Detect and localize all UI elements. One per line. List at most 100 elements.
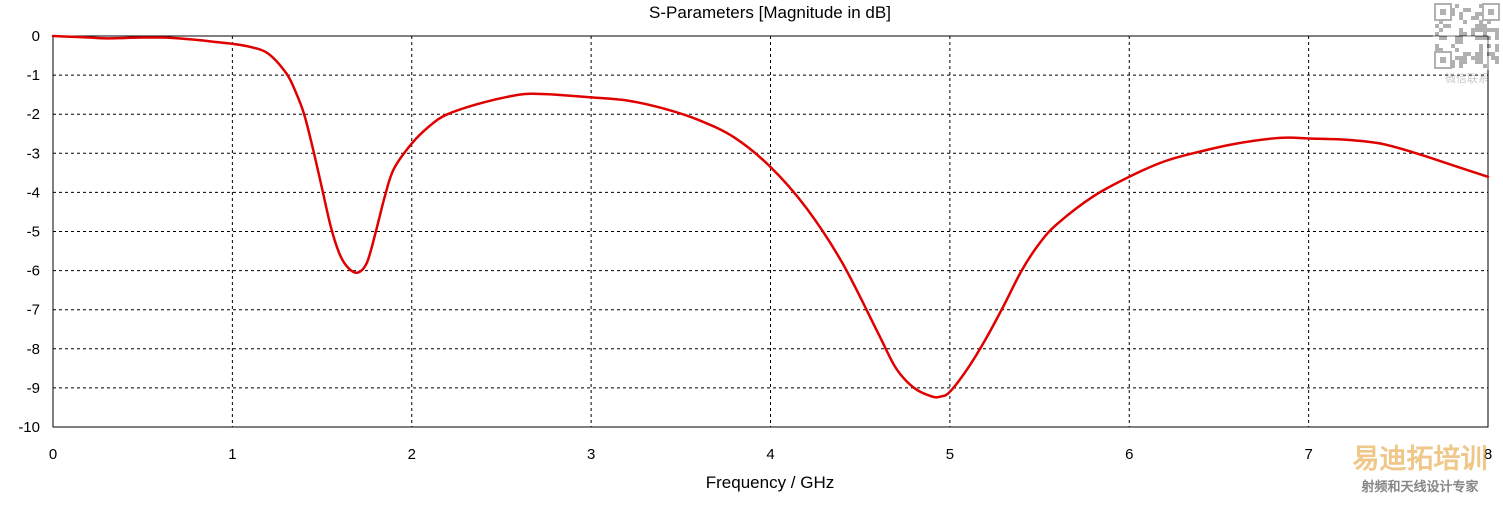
qr-module: [1475, 28, 1479, 32]
grid: [53, 36, 1488, 427]
qr-module: [1479, 28, 1483, 32]
y-axis-ticks: 0 -1 -2 -3 -4 -5 -6 -7 -8 -9 -10: [18, 28, 40, 436]
qr-code-icon: [1433, 2, 1501, 70]
qr-module: [1483, 64, 1487, 68]
qr-module: [1475, 56, 1479, 60]
brand-watermark: 易迪拓培训 射频和天线设计专家: [1353, 444, 1488, 495]
y-tick-label: -3: [27, 145, 40, 162]
qr-module: [1475, 24, 1479, 28]
y-tick-label: -5: [27, 224, 40, 241]
qr-module: [1475, 12, 1479, 16]
qr-module: [1479, 24, 1483, 28]
qr-module: [1487, 36, 1491, 40]
qr-module: [1495, 32, 1499, 36]
qr-module: [1491, 52, 1495, 56]
qr-module: [1479, 20, 1483, 24]
y-tick-label: -4: [27, 184, 40, 201]
qr-module: [1471, 56, 1475, 60]
x-tick-label: 1: [228, 446, 236, 463]
qr-module: [1471, 16, 1475, 20]
qr-module: [1475, 52, 1479, 56]
qr-module: [1443, 36, 1447, 40]
qr-module: [1495, 60, 1499, 64]
qr-module: [1483, 32, 1487, 36]
qr-module: [1463, 52, 1467, 56]
qr-module: [1479, 60, 1483, 64]
brand-name: 易迪拓培训: [1353, 444, 1488, 475]
x-tick-label: 7: [1304, 446, 1312, 463]
qr-module: [1475, 60, 1479, 64]
qr-module: [1487, 52, 1491, 56]
qr-module: [1483, 24, 1487, 28]
qr-module: [1471, 32, 1475, 36]
qr-module: [1459, 64, 1463, 68]
qr-module: [1479, 44, 1483, 48]
qr-module: [1491, 28, 1495, 32]
series-line-0: [51, 34, 1490, 399]
y-tick-label: 0: [32, 28, 40, 45]
y-tick-label: -8: [27, 341, 40, 358]
qr-module: [1439, 36, 1443, 40]
x-axis-ticks: 0 1 2 3 4 5 6 7 8: [49, 446, 1492, 463]
qr-module: [1479, 56, 1483, 60]
qr-module: [1479, 52, 1483, 56]
qr-module: [1455, 4, 1459, 8]
qr-module: [1475, 16, 1479, 20]
qr-code-watermark: 微信联系: [1433, 2, 1501, 85]
qr-module: [1479, 36, 1483, 40]
qr-finder-core: [1440, 57, 1446, 63]
qr-module: [1435, 48, 1439, 52]
qr-module: [1463, 56, 1467, 60]
qr-finder: [1434, 3, 1452, 21]
qr-background: [1433, 2, 1501, 70]
qr-module: [1479, 12, 1483, 16]
qr-module: [1439, 48, 1443, 52]
qr-module: [1455, 56, 1459, 60]
qr-module: [1455, 48, 1459, 52]
qr-module: [1487, 28, 1491, 32]
qr-module: [1459, 12, 1463, 16]
qr-finder: [1482, 3, 1500, 21]
qr-module: [1487, 44, 1491, 48]
y-tick-label: -9: [27, 380, 40, 397]
qr-module: [1483, 28, 1487, 32]
qr-module: [1459, 32, 1463, 36]
qr-module: [1463, 8, 1467, 12]
qr-module: [1479, 48, 1483, 52]
qr-module: [1439, 28, 1443, 32]
qr-module: [1459, 28, 1463, 32]
qr-module: [1467, 8, 1471, 12]
plot-area-frame: [52, 35, 1489, 428]
qr-module: [1495, 44, 1499, 48]
qr-module: [1435, 44, 1439, 48]
qr-module: [1459, 56, 1463, 60]
qr-module: [1479, 4, 1483, 8]
qr-module: [1455, 36, 1459, 40]
y-tick-label: -7: [27, 302, 40, 319]
x-axis-label: Frequency / GHz: [706, 473, 835, 492]
qr-module: [1495, 56, 1499, 60]
qr-finder-core: [1440, 9, 1446, 15]
qr-module: [1455, 40, 1459, 44]
qr-module: [1463, 32, 1467, 36]
qr-module: [1451, 8, 1455, 12]
qr-finder-core: [1488, 9, 1494, 15]
qr-module: [1447, 24, 1451, 28]
qr-module: [1435, 32, 1439, 36]
qr-module: [1495, 28, 1499, 32]
chart-title: S-Parameters [Magnitude in dB]: [649, 3, 891, 22]
qr-module: [1467, 52, 1471, 56]
qr-module: [1463, 60, 1467, 64]
qr-module: [1451, 60, 1455, 64]
qr-module: [1483, 36, 1487, 40]
x-tick-label: 5: [946, 446, 954, 463]
qr-module: [1451, 64, 1455, 68]
qr-module: [1459, 36, 1463, 40]
qr-caption: 微信联系: [1445, 71, 1489, 85]
qr-module: [1475, 36, 1479, 40]
qr-module: [1459, 60, 1463, 64]
qr-module: [1459, 40, 1463, 44]
y-tick-label: -2: [27, 106, 40, 123]
